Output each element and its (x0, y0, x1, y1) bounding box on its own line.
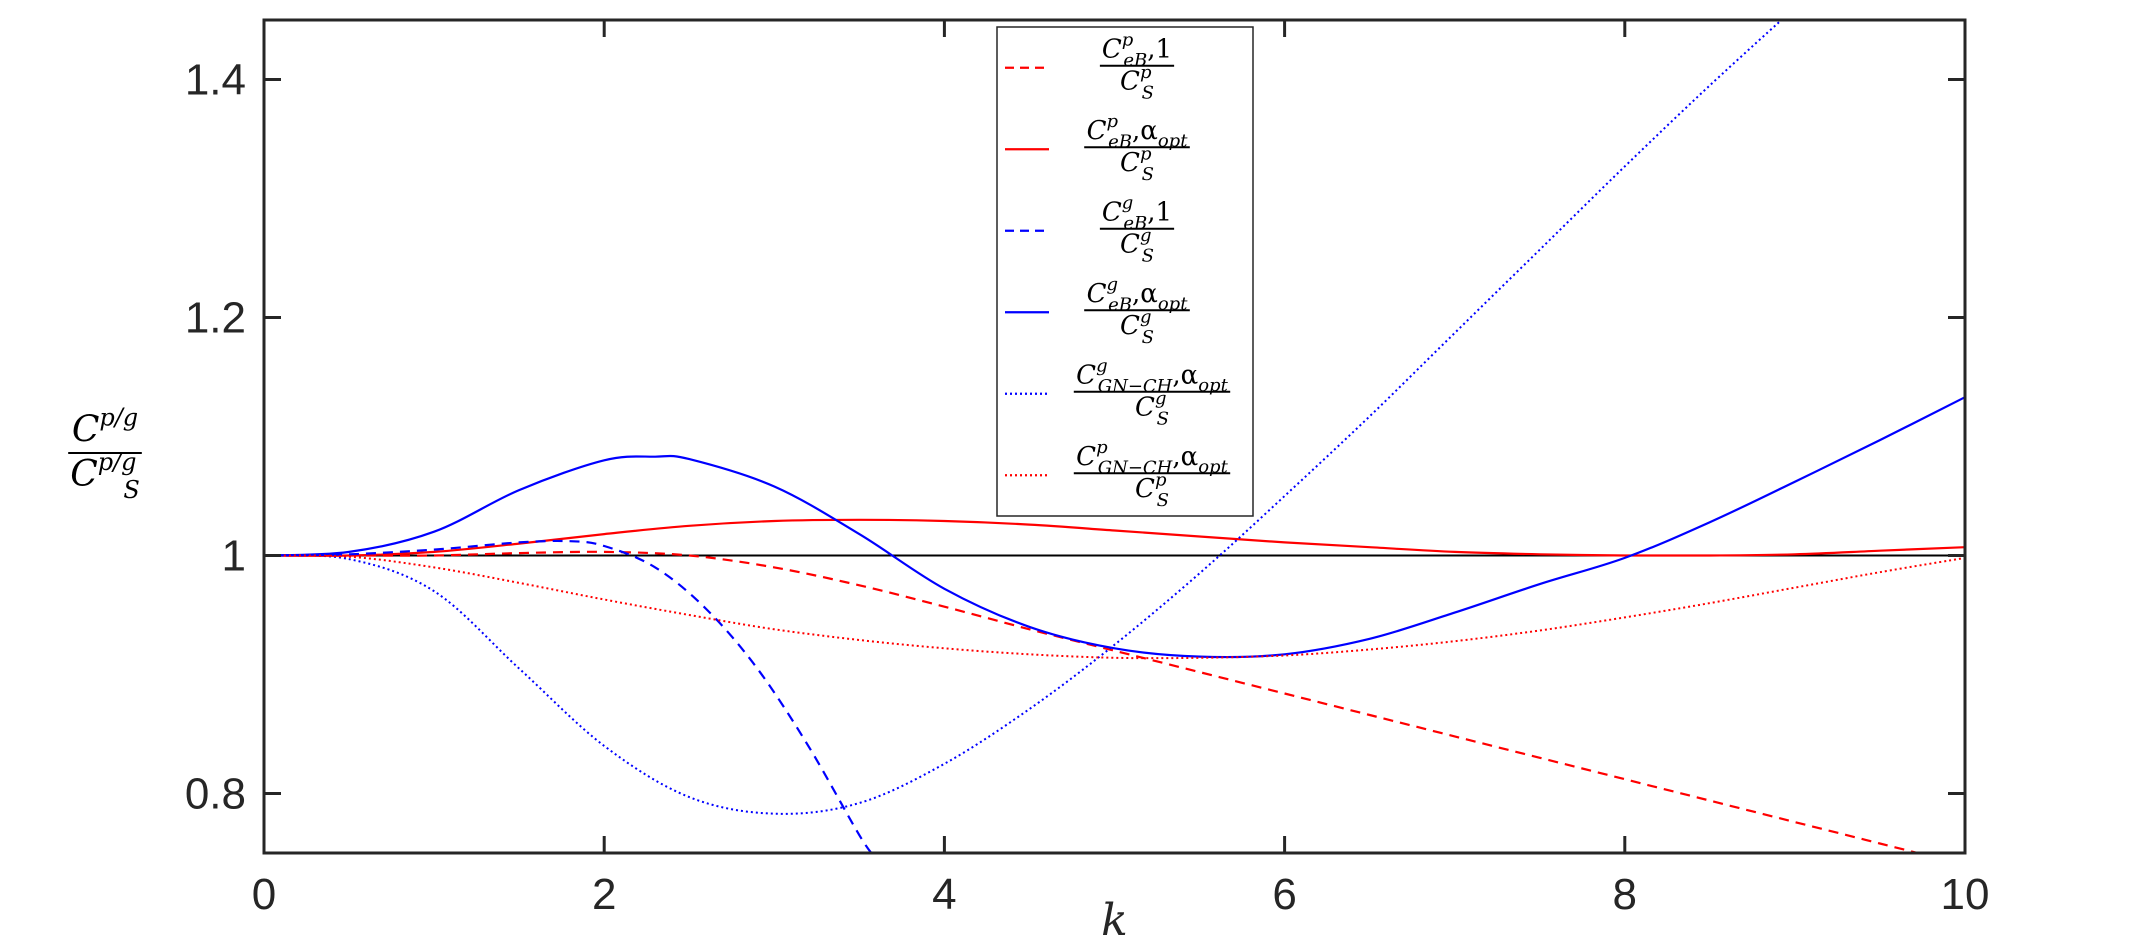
series-line-p_gnch (264, 554, 1965, 660)
y-axis-label-numerator: Cp/g (72, 403, 138, 450)
series-line-ge_opt (264, 396, 1965, 659)
y-axis-label-denominator: Cp/g S (70, 448, 140, 504)
legend-box (996, 26, 1254, 517)
x-tick-label: 10 (1941, 870, 1990, 919)
x-axis-label: k (1101, 895, 1128, 944)
legend-label-pe1: Cp eB,1Cp S (1099, 30, 1175, 103)
legend-label-pe_opt-denominator: Cp S (1120, 143, 1154, 184)
legend-label-p_gnch-denominator: Cp S (1135, 469, 1169, 510)
x-tick-label: 8 (1613, 870, 1637, 919)
legend-label-g_gnch-denominator: Cg S (1135, 388, 1169, 429)
plot-frame (262, 18, 1967, 855)
series-line-ge1 (264, 539, 873, 853)
series-line-g_gnch (264, 20, 1784, 815)
y-tick-label: 0.8 (185, 770, 246, 819)
y-tick-label: 1 (222, 532, 246, 581)
series-line-pe1 (264, 550, 1923, 853)
series-layer (264, 20, 1965, 853)
y-tick-label: 1.4 (185, 56, 246, 105)
legend-label-pe1-denominator: Cp S (1120, 62, 1154, 103)
axis-labels: k Cp/gCp/g S (68, 403, 1128, 944)
y-axis-label: Cp/gCp/g S (68, 403, 142, 504)
legend-label-ge1: Cg eB,1Cg S (1099, 193, 1175, 266)
y-tick-label: 1.2 (185, 294, 246, 343)
tick-layer: 0 2 4 6 8 10 0.8 1 1.2 1.4 (185, 20, 1990, 919)
x-tick-label: 6 (1272, 870, 1296, 919)
x-tick-label: 2 (592, 870, 616, 919)
x-tick-label: 4 (932, 870, 956, 919)
legend-label-ge_opt-denominator: Cg S (1120, 306, 1154, 347)
x-tick-label: 0 (252, 870, 276, 919)
legend-label-ge1-denominator: Cg S (1120, 225, 1154, 266)
